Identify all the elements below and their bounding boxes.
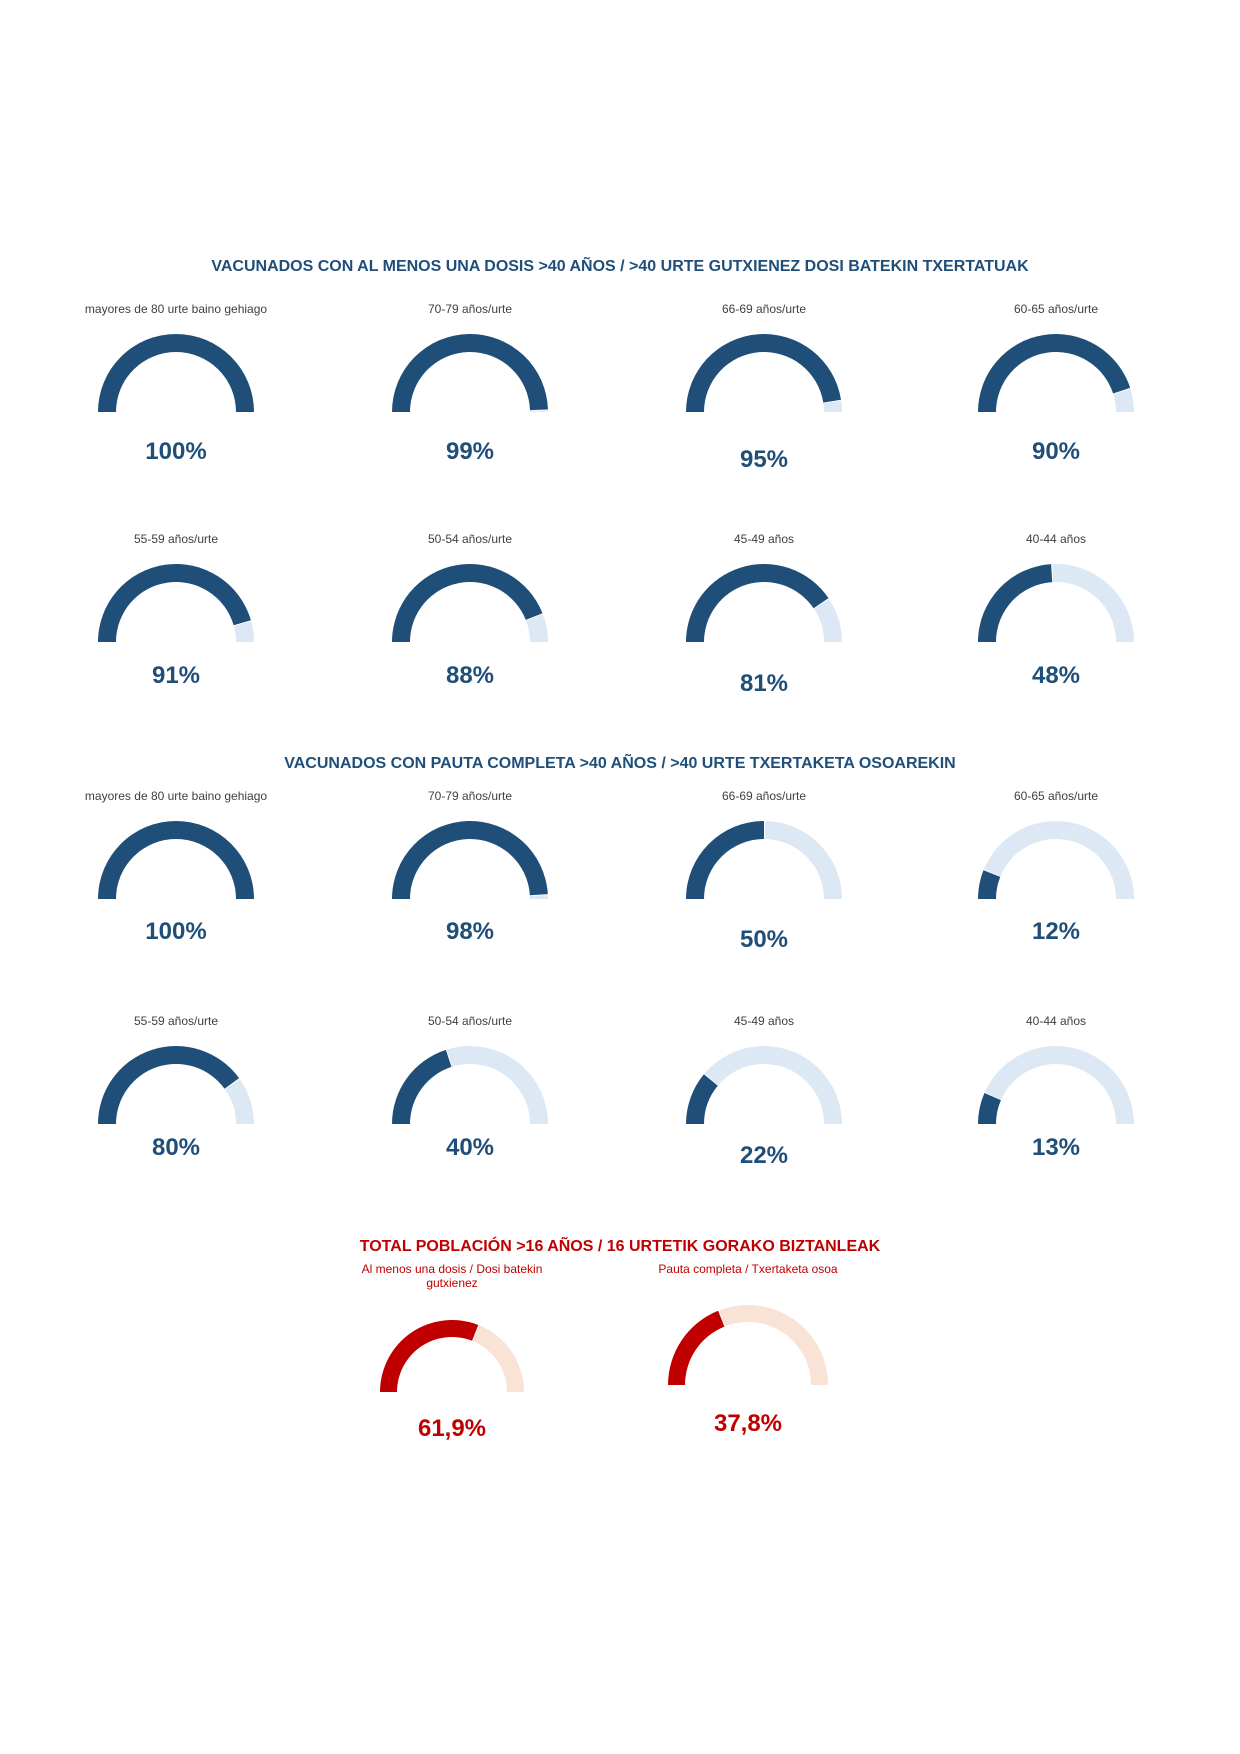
gauge-arc — [392, 1046, 548, 1124]
section-title-one-dose: VACUNADOS CON AL MENOS UNA DOSIS >40 AÑO… — [211, 258, 1029, 275]
gauge-value-arc — [392, 564, 543, 642]
gauge-percent: 98% — [445, 918, 495, 945]
gauge-arc — [98, 334, 254, 412]
gauge-arc — [686, 334, 842, 412]
gauge-label: 40-44 años — [1025, 532, 1087, 546]
gauge-percent: 50% — [739, 926, 789, 953]
gauge-value-arc — [978, 334, 1131, 412]
gauge-remaining-arc — [704, 1046, 842, 1124]
gauge-percent: 37,8% — [713, 1410, 783, 1437]
gauge-remaining-arc — [823, 400, 842, 412]
gauge-value-arc — [98, 1046, 240, 1124]
gauge-label: 70-79 años/urte — [427, 302, 513, 316]
gauge-arc — [668, 1305, 828, 1385]
gauge-arc — [978, 334, 1134, 412]
section-title-complete: VACUNADOS CON PAUTA COMPLETA >40 AÑOS / … — [284, 755, 956, 772]
gauge-label: 66-69 años/urte — [721, 302, 807, 316]
gauge-arc — [380, 1320, 524, 1392]
gauge-remaining-arc — [529, 410, 548, 412]
gauge-arc — [98, 821, 254, 899]
gauge-value-arc — [978, 1093, 1001, 1124]
gauge-value-arc — [392, 1049, 452, 1124]
gauge-percent: 12% — [1031, 918, 1081, 945]
gauge-label: 60-65 años/urte — [1013, 302, 1099, 316]
gauge-label: 50-54 años/urte — [427, 1014, 513, 1028]
gauge-label: mayores de 80 urte baino gehiago — [84, 302, 268, 316]
gauge-value-arc — [380, 1320, 479, 1392]
gauge-remaining-arc — [814, 598, 842, 642]
gauge-percent: 80% — [151, 1134, 201, 1161]
gauge-remaining-arc — [719, 1305, 828, 1385]
gauge-label: 45-49 años — [733, 532, 795, 546]
gauge-arc — [686, 564, 842, 642]
gauge-remaining-arc — [224, 1078, 254, 1124]
gauge-label: 60-65 años/urte — [1013, 789, 1099, 803]
gauge-arc — [392, 821, 548, 899]
gauge-remaining-arc — [764, 821, 842, 899]
gauge-value-arc — [98, 564, 251, 642]
gauge-percent: 40% — [445, 1134, 495, 1161]
gauge-arc — [98, 1046, 254, 1124]
gauge-percent: 91% — [151, 662, 201, 689]
gauge-remaining-arc — [472, 1325, 524, 1392]
gauge-percent: 81% — [739, 670, 789, 697]
gauge-remaining-arc — [1052, 564, 1134, 642]
gauge-value-arc — [978, 564, 1053, 642]
gauge-percent: 100% — [145, 438, 207, 465]
section-title-total: TOTAL POBLACIÓN >16 AÑOS / 16 URTETIK GO… — [359, 1238, 881, 1255]
gauge-remaining-arc — [984, 1046, 1134, 1124]
gauge-value-arc — [98, 821, 254, 899]
gauge-value-arc — [686, 334, 842, 412]
gauge-label: mayores de 80 urte baino gehiago — [84, 789, 268, 803]
gauge-arc — [978, 821, 1134, 899]
gauge-value-arc — [978, 870, 1001, 899]
gauge-arc — [978, 564, 1134, 642]
gauge-percent: 48% — [1031, 662, 1081, 689]
gauge-percent: 22% — [739, 1142, 789, 1169]
gauge-label: 50-54 años/urte — [427, 532, 513, 546]
gauge-arc — [98, 564, 254, 642]
gauge-label: 70-79 años/urte — [427, 789, 513, 803]
gauge-remaining-arc — [983, 821, 1134, 899]
gauge-label: 45-49 años — [733, 1014, 795, 1028]
gauge-percent: 61,9% — [417, 1415, 487, 1442]
gauge-label: 66-69 años/urte — [721, 789, 807, 803]
gauge-remaining-arc — [526, 614, 548, 642]
gauge-remaining-arc — [233, 621, 254, 642]
gauge-percent: 90% — [1031, 438, 1081, 465]
gauge-value-arc — [686, 821, 764, 899]
gauge-value-arc — [668, 1310, 725, 1385]
gauge-remaining-arc — [529, 895, 548, 899]
gauge-arc — [686, 1046, 842, 1124]
gauge-percent: 99% — [445, 438, 495, 465]
gauge-value-arc — [392, 821, 548, 899]
gauge-label: 55-59 años/urte — [133, 532, 219, 546]
gauge-arc — [978, 1046, 1134, 1124]
gauge-value-arc — [686, 564, 829, 642]
gauge-percent: 88% — [445, 662, 495, 689]
gauge-percent: 13% — [1031, 1134, 1081, 1161]
gauge-remaining-arc — [446, 1046, 548, 1124]
gauge-value-arc — [686, 1074, 718, 1124]
gauge-percent: 100% — [145, 918, 207, 945]
gauge-label: 40-44 años — [1025, 1014, 1087, 1028]
gauge-value-arc — [98, 334, 254, 412]
gauge-label: Al menos una dosis / Dosi batekin gutxie… — [361, 1262, 543, 1290]
gauge-label: Pauta completa / Txertaketa osoa — [658, 1262, 838, 1276]
gauge-value-arc — [392, 334, 548, 412]
gauge-percent: 95% — [739, 446, 789, 473]
gauge-arc — [392, 334, 548, 412]
gauge-remaining-arc — [1113, 388, 1134, 412]
gauge-arc — [392, 564, 548, 642]
gauge-arc — [686, 821, 842, 899]
gauge-label: 55-59 años/urte — [133, 1014, 219, 1028]
